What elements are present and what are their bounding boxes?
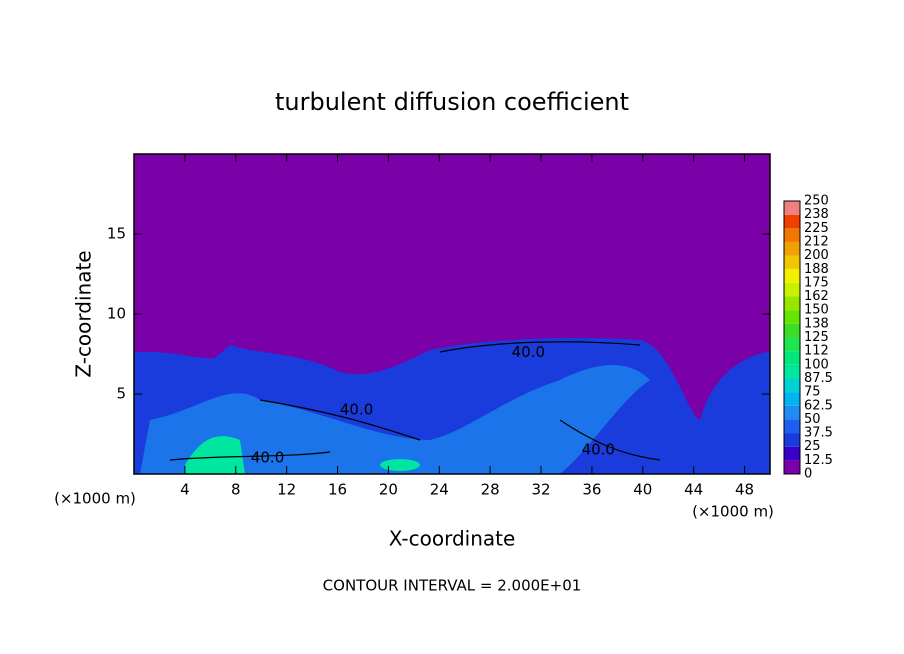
colorbar-bin (784, 392, 800, 406)
x-unit-label: (×1000 m) (692, 503, 774, 521)
colorbar-frame (783, 200, 801, 475)
colorbar-bin (784, 364, 800, 379)
x-tick-label: 36 (582, 481, 601, 499)
y-tick-label: 15 (107, 225, 126, 243)
colorbar-label: 138 (804, 316, 829, 331)
colorbar-label: 62.5 (804, 398, 833, 413)
colorbar-bin (784, 419, 800, 434)
colorbar-bin (784, 351, 800, 365)
y-tick-label: 10 (107, 305, 126, 323)
contour-label: 40.0 (251, 449, 284, 467)
field-region (380, 459, 420, 471)
x-tick-label: 48 (735, 481, 754, 499)
footer: CONTOUR INTERVAL = 2.000E+01 (323, 577, 582, 595)
colorbar-label: 75 (804, 385, 821, 400)
field-region (140, 365, 650, 474)
colorbar-label: 125 (804, 330, 829, 345)
colorbar-label: 100 (804, 357, 829, 372)
colorbar-bin (784, 228, 800, 242)
colorbar-label: 150 (804, 303, 829, 318)
colorbar-label: 225 (804, 221, 829, 236)
x-tick-label: 44 (684, 481, 703, 499)
colorbar-bin (784, 269, 800, 283)
x-tick-label: 28 (481, 481, 500, 499)
colorbar-label: 175 (804, 275, 829, 290)
contour-label: 40.0 (340, 401, 373, 419)
contour-label: 40.0 (512, 343, 545, 361)
x-tick-label: 16 (328, 481, 347, 499)
colorbar-bin (784, 446, 800, 461)
colorbar-bin (784, 460, 800, 474)
contour-label: 40.0 (582, 441, 615, 459)
colorbar-label: 212 (804, 234, 829, 249)
chart-title: turbulent diffusion coefficient (275, 88, 629, 116)
colorbar-bin (784, 337, 800, 352)
colorbar-label: 0 (804, 467, 812, 482)
x-tick-label: 12 (277, 481, 296, 499)
x-axis-label: X-coordinate (389, 527, 516, 551)
colorbar-bin (784, 241, 800, 256)
y-tick-label: 5 (116, 385, 126, 403)
colorbar-label: 162 (804, 289, 829, 304)
colorbar-label: 112 (804, 344, 829, 359)
colorbar-bin (784, 296, 800, 311)
field-region (185, 436, 245, 474)
colorbar-label: 188 (804, 262, 829, 277)
contour-line (169, 341, 661, 461)
colorbar-bin (784, 433, 800, 447)
x-tick-label: 24 (430, 481, 449, 499)
colorbar-label: 200 (804, 248, 829, 263)
colorbar-label: 12.5 (804, 453, 833, 468)
colorbar-bin (784, 214, 800, 229)
colorbar-bin (784, 201, 800, 215)
colorbar-bin (784, 323, 800, 338)
colorbar-bin (784, 310, 800, 324)
x-tick-label: 32 (531, 481, 550, 499)
colorbar-bin (784, 378, 800, 393)
colorbar-bin (784, 255, 800, 270)
colorbar-label: 25 (804, 439, 821, 454)
colorbar-label: 238 (804, 207, 829, 222)
y-unit-label: (×1000 m) (54, 490, 136, 508)
y-axis-label: Z-coordinate (72, 250, 96, 377)
x-tick-label: 8 (231, 481, 241, 499)
colorbar-bin (784, 282, 800, 297)
colorbar-label: 37.5 (804, 426, 833, 441)
colorbar-label: 250 (804, 194, 829, 209)
colorbar-label: 50 (804, 412, 821, 427)
x-tick-label: 20 (379, 481, 398, 499)
x-tick-label: 40 (633, 481, 652, 499)
field (134, 154, 770, 474)
colorbar-bin (784, 405, 800, 420)
x-tick-label: 4 (180, 481, 190, 499)
colorbar-label: 87.5 (804, 371, 833, 386)
